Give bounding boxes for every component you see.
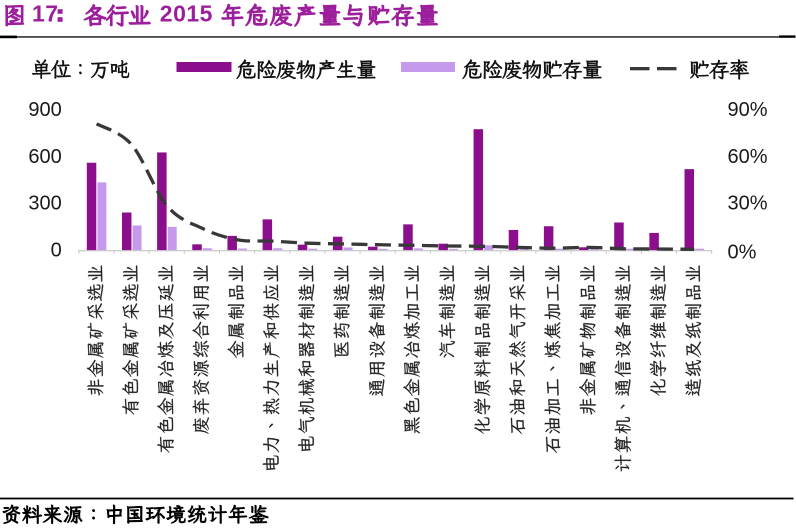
svg-text:60%: 60% bbox=[728, 146, 768, 168]
svg-text:300: 300 bbox=[28, 193, 61, 215]
svg-text:17: 17 bbox=[32, 1, 59, 27]
svg-text:90%: 90% bbox=[728, 99, 768, 121]
svg-text:0: 0 bbox=[51, 240, 62, 262]
svg-text:0%: 0% bbox=[728, 242, 757, 264]
svg-text:600: 600 bbox=[28, 146, 61, 168]
svg-text:900: 900 bbox=[28, 99, 61, 121]
svg-text:2015: 2015 bbox=[160, 1, 213, 27]
svg-text:30%: 30% bbox=[728, 193, 768, 215]
